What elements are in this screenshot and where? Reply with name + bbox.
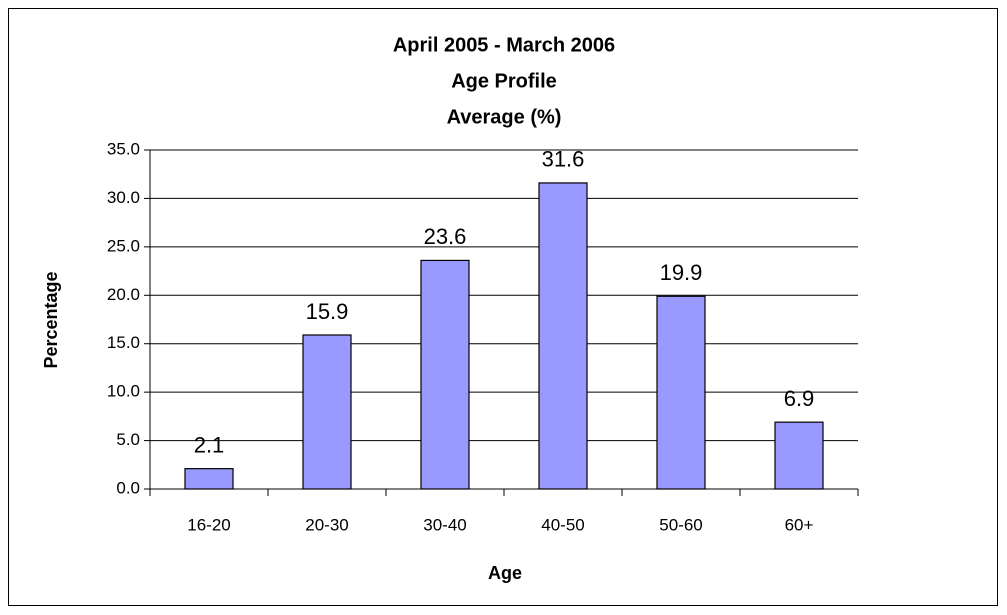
y-tick-label: 25.0: [107, 236, 140, 255]
bar: [420, 259, 470, 490]
x-axis-title: Age: [488, 563, 522, 583]
chart-title: April 2005 - March 2006: [393, 34, 615, 56]
y-tick-label: 0.0: [116, 478, 140, 497]
x-tick-label: 20-30: [305, 515, 348, 534]
value-label: 19.9: [660, 260, 703, 285]
y-tick-label: 15.0: [107, 333, 140, 352]
x-tick-label: 60+: [785, 515, 814, 534]
value-label: 6.9: [784, 386, 815, 411]
y-tick-label: 5.0: [116, 430, 140, 449]
x-tick-label: 50-60: [659, 515, 702, 534]
chart-title: Average (%): [447, 106, 562, 128]
bar: [184, 468, 234, 490]
chart-border: [8, 8, 998, 606]
y-tick-label: 35.0: [107, 139, 140, 158]
x-tick-label: 40-50: [541, 515, 584, 534]
value-label: 2.1: [194, 432, 225, 457]
y-tick-label: 30.0: [107, 188, 140, 207]
value-label: 23.6: [424, 224, 467, 249]
y-axis-title: Percentage: [41, 271, 61, 368]
bar: [302, 334, 352, 490]
y-tick-label: 20.0: [107, 285, 140, 304]
value-label: 31.6: [542, 147, 585, 172]
bar: [774, 421, 824, 490]
x-tick-label: 16-20: [187, 515, 230, 534]
chart-title: Age Profile: [451, 70, 557, 92]
y-tick-label: 10.0: [107, 382, 140, 401]
bar: [656, 295, 706, 490]
bar: [538, 182, 588, 490]
x-tick-label: 30-40: [423, 515, 466, 534]
value-label: 15.9: [306, 299, 349, 324]
